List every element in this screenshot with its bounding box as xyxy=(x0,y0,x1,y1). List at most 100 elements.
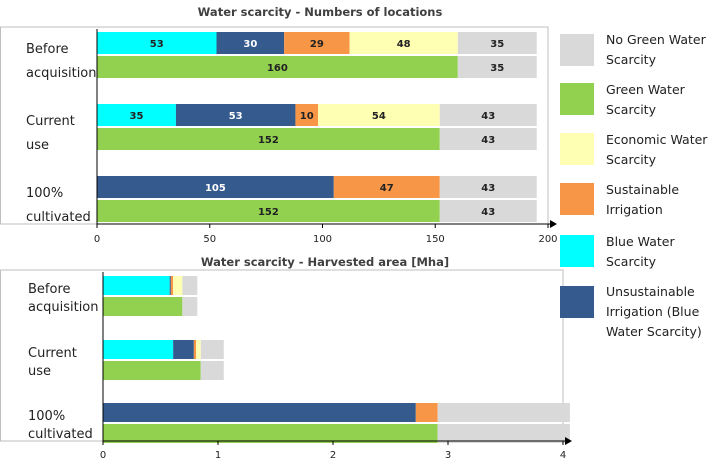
bar-segment-no-green xyxy=(182,297,198,316)
bar-segment-no-green xyxy=(437,403,570,422)
bar-segment-sustainable xyxy=(170,276,174,295)
legend-item-green: Green Water Scarcity xyxy=(560,80,724,130)
bar-segment-no-green xyxy=(457,56,537,78)
bar-segment-no-green xyxy=(200,361,224,380)
bar-segment-blue-water xyxy=(103,340,174,359)
bar-segment-no-green xyxy=(439,200,537,222)
category-label: cultivated xyxy=(28,427,93,442)
bar-segment-green xyxy=(97,56,458,78)
data-label: 43 xyxy=(481,207,495,218)
data-label: 35 xyxy=(490,39,504,50)
bar-segment-no-green xyxy=(439,128,537,150)
bar-segment-blue-water xyxy=(97,32,217,54)
bar-segment-green xyxy=(103,297,183,316)
legend-swatch-blue-water xyxy=(560,235,594,267)
legend-item-economic: Economic Water Scarcity xyxy=(560,130,724,180)
legend-label-no-green: No Green Water Scarcity xyxy=(606,32,706,67)
data-label: 48 xyxy=(397,39,411,50)
bar-segment-unsustainable xyxy=(216,32,285,54)
bar-segment-no-green xyxy=(439,176,537,198)
data-label: 105 xyxy=(205,183,226,194)
bar-segment-sustainable xyxy=(193,340,197,359)
category-label: Current xyxy=(28,346,77,361)
data-label: 53 xyxy=(229,111,243,122)
legend-swatch-green xyxy=(560,83,594,115)
data-label: 10 xyxy=(300,111,314,122)
legend-swatch-sustainable xyxy=(560,183,594,215)
data-label: 35 xyxy=(130,111,144,122)
legend-item-sustainable: Sustainable Irrigation xyxy=(560,180,724,230)
bar-segment-economic xyxy=(317,104,440,126)
x-tick-label: 150 xyxy=(426,234,445,245)
legend-swatch-no-green xyxy=(560,34,594,66)
category-label: 100% xyxy=(26,186,63,201)
category-label: use xyxy=(28,364,51,379)
category-label: Before xyxy=(28,282,71,297)
bar-segment-unsustainable xyxy=(97,176,334,198)
bar-segment-economic xyxy=(349,32,458,54)
legend-item-blue-water: Blue Water Scarcity xyxy=(560,232,724,282)
category-label: acquisition xyxy=(26,66,97,81)
bar-segment-no-green xyxy=(437,424,570,443)
legend-label-economic: Economic Water Scarcity xyxy=(606,132,708,167)
legend-swatch-economic xyxy=(560,133,594,165)
bar-segment-green xyxy=(103,361,201,380)
chart-title: Water scarcity - Numbers of locations xyxy=(198,5,443,19)
data-label: 160 xyxy=(267,63,288,74)
bar-segment-blue-water xyxy=(103,276,170,295)
bar-segment-green xyxy=(97,128,440,150)
x-axis-arrow xyxy=(565,437,572,445)
x-tick-label: 3 xyxy=(445,450,451,461)
bar-segment-sustainable xyxy=(333,176,440,198)
bar-segment-no-green xyxy=(200,340,224,359)
bar-segment-unsustainable xyxy=(103,403,416,422)
x-tick-label: 1 xyxy=(215,450,221,461)
data-label: 30 xyxy=(243,39,257,50)
bar-segment-economic xyxy=(196,340,201,359)
bar-segment-unsustainable xyxy=(173,340,194,359)
bar-segment-unsustainable xyxy=(175,104,296,126)
x-tick-label: 200 xyxy=(538,234,557,245)
legend-item-no-green: No Green Water Scarcity xyxy=(560,30,724,80)
bar-segment-blue-water xyxy=(97,104,176,126)
legend-item-unsustainable: Unsustainable Irrigation (Blue Water Sca… xyxy=(560,282,724,339)
bar-segment-no-green xyxy=(182,276,198,295)
bar-segment-sustainable xyxy=(284,32,350,54)
category-label: Before xyxy=(26,42,69,57)
data-label: 29 xyxy=(310,39,324,50)
bar-segment-no-green xyxy=(439,104,537,126)
x-tick-label: 0 xyxy=(100,450,106,461)
legend-label-green: Green Water Scarcity xyxy=(606,82,685,117)
bar-segment-green xyxy=(103,424,438,443)
bar-segment-green xyxy=(97,200,440,222)
category-label: use xyxy=(26,138,49,153)
bar-segment-no-green xyxy=(457,32,537,54)
x-axis-arrow xyxy=(550,220,557,228)
category-label: acquisition xyxy=(28,300,99,315)
x-tick-label: 50 xyxy=(203,234,216,245)
bar-segment-sustainable xyxy=(295,104,318,126)
category-label: Current xyxy=(26,114,75,129)
data-label: 35 xyxy=(490,63,504,74)
legend-label-unsustainable: Unsustainable Irrigation (Blue Water Sca… xyxy=(606,284,702,339)
legend-label-blue-water: Blue Water Scarcity xyxy=(606,234,675,269)
x-tick-label: 4 xyxy=(560,450,566,461)
data-label: 152 xyxy=(258,135,279,146)
x-tick-label: 2 xyxy=(330,450,336,461)
legend-swatch-unsustainable xyxy=(560,286,594,318)
data-label: 152 xyxy=(258,207,279,218)
data-label: 43 xyxy=(481,135,495,146)
chart-title: Water scarcity - Harvested area [Mha] xyxy=(201,255,449,269)
category-label: cultivated xyxy=(26,210,91,225)
bar-segment-unsustainable xyxy=(169,276,171,295)
data-label: 43 xyxy=(481,111,495,122)
data-label: 54 xyxy=(372,111,386,122)
x-tick-label: 100 xyxy=(313,234,332,245)
data-label: 43 xyxy=(481,183,495,194)
legend-label-sustainable: Sustainable Irrigation xyxy=(606,182,680,217)
x-tick-label: 0 xyxy=(94,234,100,245)
bar-segment-economic xyxy=(173,276,183,295)
data-label: 47 xyxy=(380,183,394,194)
category-label: 100% xyxy=(28,409,65,424)
